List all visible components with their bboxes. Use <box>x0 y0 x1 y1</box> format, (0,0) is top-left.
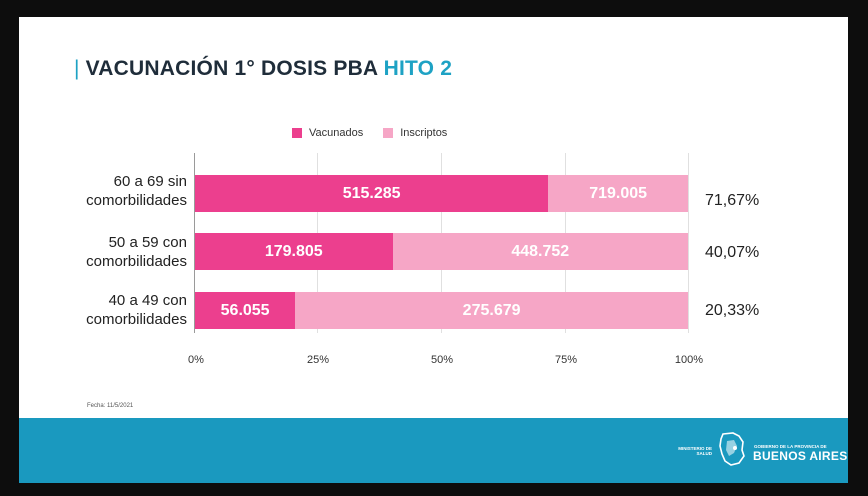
gobierno-label: GOBIERNO DE LA PROVINCIA DE <box>754 444 827 449</box>
x-tick-100: 100% <box>674 354 704 366</box>
x-tick-75: 75% <box>554 354 578 366</box>
bar-inscriptos-50-59: 448.752 <box>392 233 688 270</box>
buenos-aires-label: BUENOS AIRES <box>753 449 848 463</box>
footer-band: MINISTERIO DE SALUD GOBIERNO DE LA PROVI… <box>19 418 848 483</box>
slide: | VACUNACIÓN 1° DOSIS PBA HITO 2 Vacunado… <box>19 17 848 483</box>
date-footnote: Fecha: 11/5/2021 <box>87 403 134 409</box>
category-label-50-59: 50 a 59 con comorbilidades <box>39 233 187 271</box>
x-tick-0: 0% <box>188 354 204 366</box>
bar-vacunados-50-59: 179.805 <box>195 233 393 270</box>
category-label-60-69: 60 a 69 sin comorbilidades <box>39 172 187 210</box>
chart-legend: Vacunados Inscriptos <box>292 127 467 139</box>
legend-item-inscriptos: Inscriptos <box>383 127 447 139</box>
category-label-line: 50 a 59 con <box>108 234 187 251</box>
category-label-line: 40 a 49 con <box>108 292 187 309</box>
percent-label-40-49: 20,33% <box>705 302 760 319</box>
bar-vacunados-40-49: 56.055 <box>195 292 296 329</box>
bar-inscriptos-40-49: 275.679 <box>295 292 688 329</box>
bar-inscriptos-60-69: 719.005 <box>548 175 688 212</box>
y-axis-line <box>194 153 195 333</box>
category-label-line: 60 a 69 sin <box>113 173 187 190</box>
gridline-100 <box>688 153 689 333</box>
legend-label-vacunados: Vacunados <box>309 127 364 139</box>
percent-label-60-69: 71,67% <box>705 192 760 209</box>
page-title: | VACUNACIÓN 1° DOSIS PBA HITO 2 <box>74 57 452 81</box>
bar-vacunados-60-69: 515.285 <box>195 175 549 212</box>
category-label-line: comorbilidades <box>86 253 187 270</box>
legend-item-vacunados: Vacunados <box>292 127 363 139</box>
title-accent-bar: | <box>74 57 80 80</box>
category-label-line: comorbilidades <box>86 311 187 328</box>
title-highlight: HITO 2 <box>383 57 453 80</box>
category-label-line: comorbilidades <box>86 192 187 209</box>
x-tick-25: 25% <box>306 354 330 366</box>
title-text: VACUNACIÓN 1° DOSIS PBA <box>85 57 378 80</box>
legend-swatch-vacunados <box>292 128 302 138</box>
percent-label-50-59: 40,07% <box>705 244 760 261</box>
category-label-40-49: 40 a 49 con comorbilidades <box>39 291 187 329</box>
legend-swatch-inscriptos <box>383 128 394 138</box>
legend-label-inscriptos: Inscriptos <box>400 127 448 139</box>
x-tick-50: 50% <box>430 354 454 366</box>
province-map-icon <box>719 432 745 466</box>
ministerio-label: MINISTERIO DE SALUD <box>678 446 712 456</box>
